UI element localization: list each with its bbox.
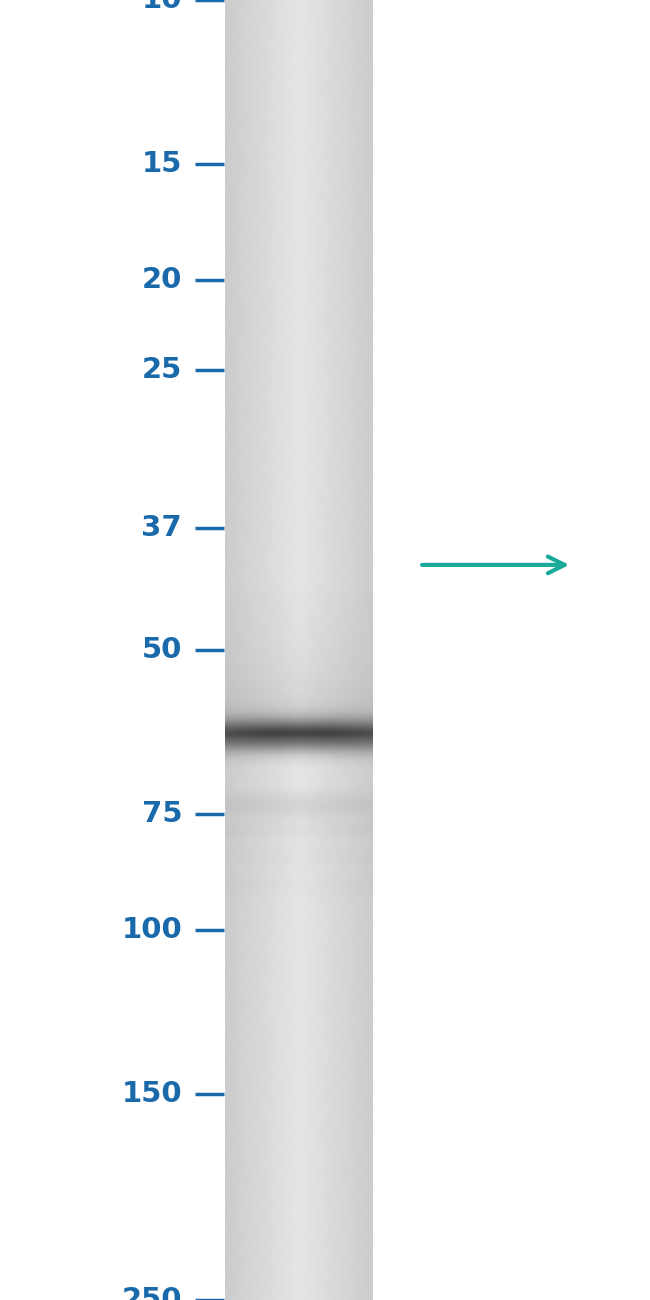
- Text: 250: 250: [122, 1286, 182, 1300]
- Text: 15: 15: [142, 150, 182, 178]
- Text: 37: 37: [141, 515, 182, 542]
- Text: 20: 20: [142, 266, 182, 294]
- Text: 25: 25: [142, 356, 182, 384]
- Text: 75: 75: [142, 800, 182, 828]
- Text: 10: 10: [142, 0, 182, 14]
- Text: 150: 150: [122, 1080, 182, 1108]
- Text: 100: 100: [122, 916, 182, 944]
- Text: 50: 50: [142, 636, 182, 664]
